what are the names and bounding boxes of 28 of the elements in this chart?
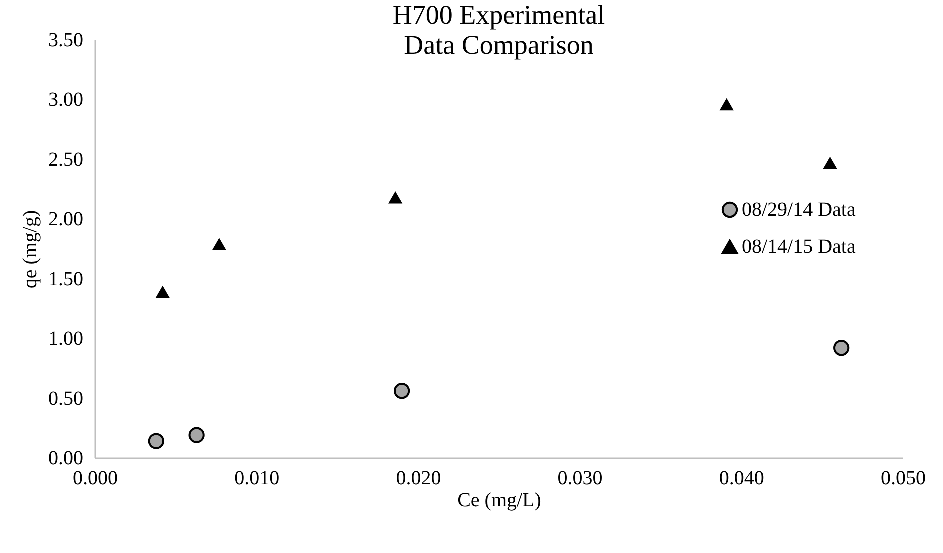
y-tick-label: 2.00 bbox=[48, 208, 84, 231]
point bbox=[394, 383, 410, 400]
y-tick-label: 0.50 bbox=[48, 388, 84, 410]
point bbox=[156, 286, 170, 298]
y-tick-label: 3.00 bbox=[48, 89, 84, 112]
x-tick-label: 0.020 bbox=[396, 468, 442, 490]
y-tick-label: 3.50 bbox=[48, 30, 84, 52]
x-axis-title: Ce (mg/L) bbox=[458, 490, 542, 512]
y-tick-label: 2.50 bbox=[48, 148, 84, 171]
point bbox=[823, 156, 838, 170]
legend-label: 08/29/14 Data bbox=[742, 199, 856, 221]
point bbox=[720, 98, 734, 111]
x-tick-label: 0.000 bbox=[73, 468, 118, 490]
point bbox=[388, 192, 403, 204]
point bbox=[834, 340, 850, 356]
legend-label: 08/14/15 Data bbox=[742, 236, 856, 258]
chart-title: H700 Experimental Data Comparison bbox=[392, 0, 606, 60]
x-tick-label: 0.030 bbox=[558, 468, 603, 490]
y-axis-title: qe (mg/g) bbox=[20, 210, 42, 289]
x-tick-label: 0.040 bbox=[719, 468, 764, 490]
x-tick-label: 0.010 bbox=[234, 468, 280, 490]
point bbox=[188, 427, 205, 444]
y-tick-label: 1.00 bbox=[48, 328, 84, 350]
y-tick-label: 0.00 bbox=[48, 448, 84, 470]
point bbox=[148, 433, 164, 450]
y-tick-label: 1.50 bbox=[48, 268, 84, 290]
x-tick-label: 0.050 bbox=[881, 468, 926, 490]
point bbox=[212, 238, 227, 250]
